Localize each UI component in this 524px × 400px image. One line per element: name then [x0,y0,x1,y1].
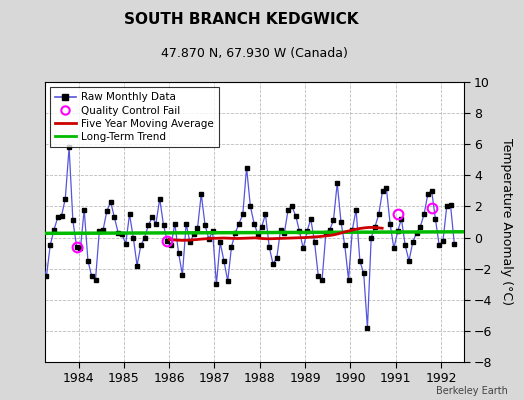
Text: Berkeley Earth: Berkeley Earth [436,386,508,396]
Legend: Raw Monthly Data, Quality Control Fail, Five Year Moving Average, Long-Term Tren: Raw Monthly Data, Quality Control Fail, … [50,87,219,147]
Title: 47.870 N, 67.930 W (Canada): 47.870 N, 67.930 W (Canada) [161,47,347,60]
Text: SOUTH BRANCH KEDGWICK: SOUTH BRANCH KEDGWICK [124,12,358,27]
Y-axis label: Temperature Anomaly (°C): Temperature Anomaly (°C) [499,138,512,306]
